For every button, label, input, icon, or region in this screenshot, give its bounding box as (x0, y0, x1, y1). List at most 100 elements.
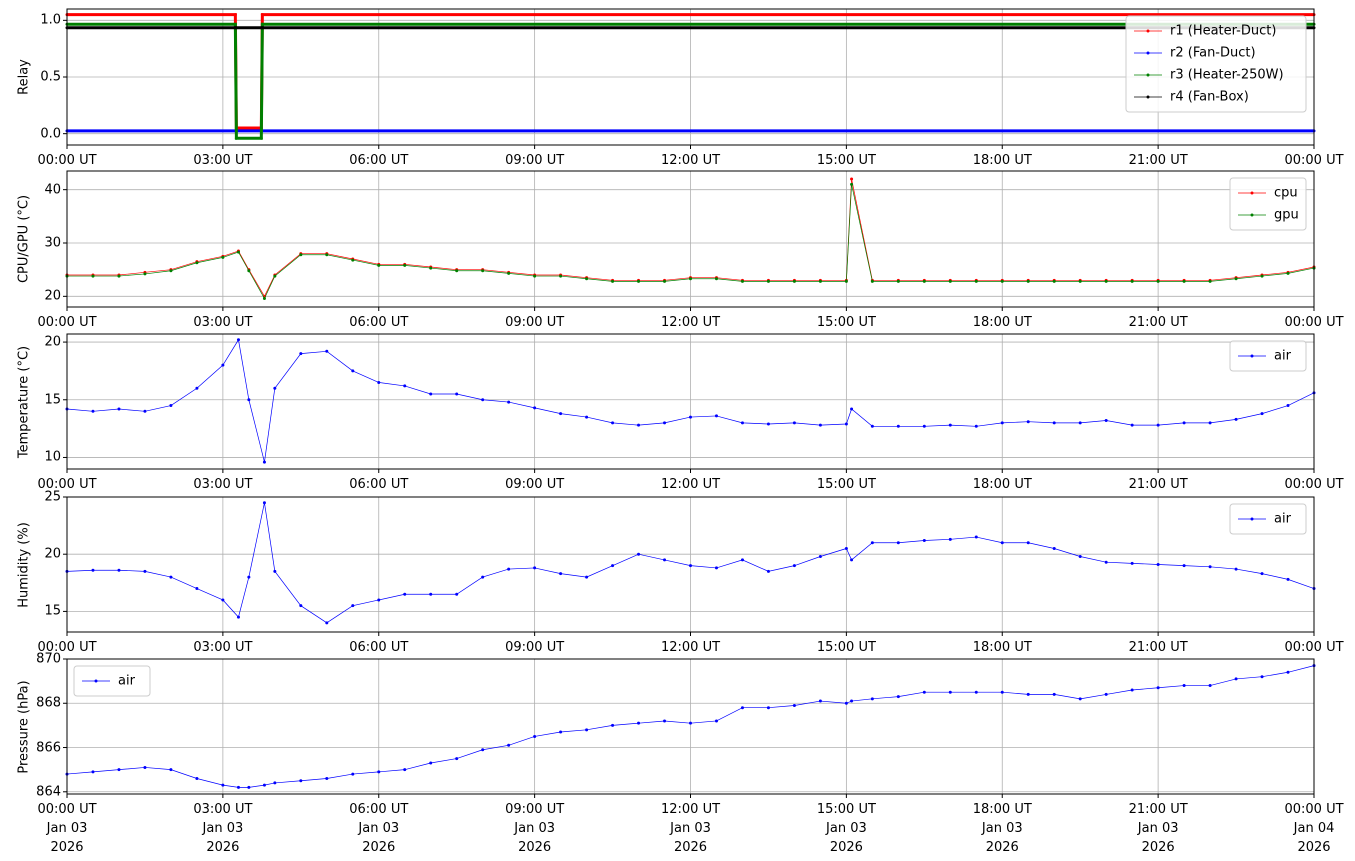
data-point (143, 765, 147, 769)
legend-box (1229, 177, 1307, 231)
data-point (507, 271, 511, 275)
legend-box (73, 665, 151, 697)
data-point (143, 569, 147, 573)
data-point (1234, 277, 1238, 281)
legend-box (1125, 15, 1307, 113)
x-tick-label: 03:00 UT (193, 153, 253, 168)
data-point (792, 703, 796, 707)
y-tick-label: 15 (44, 392, 61, 408)
data-point (1026, 541, 1030, 545)
data-point (377, 380, 381, 384)
data-point (236, 615, 240, 619)
data-point (585, 277, 589, 281)
data-point (922, 279, 926, 283)
y-tick-label: 864 (36, 784, 61, 800)
data-point (637, 279, 641, 283)
x-tick-label: 09:00 UT (505, 640, 565, 655)
series-line (66, 665, 1315, 788)
data-point (974, 535, 978, 539)
legend-box (1229, 340, 1307, 372)
data-point (1000, 279, 1004, 283)
data-point (429, 761, 433, 765)
data-point (507, 743, 511, 747)
data-point (455, 757, 459, 761)
x-tick-label: 15:00 UT (816, 640, 876, 655)
data-point (896, 424, 900, 428)
data-point (1234, 417, 1238, 421)
data-point (233, 22, 237, 26)
data-point (117, 568, 121, 572)
data-point (637, 721, 641, 725)
data-point (611, 723, 615, 727)
data-point (611, 279, 615, 283)
data-point (1260, 675, 1264, 679)
x-tick-label: 03:00 UT (193, 477, 253, 492)
data-point (714, 277, 718, 281)
x-tick-label: 18:00 UT (972, 640, 1032, 655)
data-point (234, 26, 238, 30)
x-tick-label: 00:00 UT (1284, 640, 1344, 655)
data-point (637, 423, 641, 427)
data-point (663, 421, 667, 425)
data-point (247, 785, 251, 789)
data-point (91, 274, 95, 278)
data-point (233, 13, 237, 17)
plot-frame (66, 658, 1315, 795)
data-point (481, 575, 485, 579)
x-tick-label: 18:00 UT (972, 477, 1032, 492)
legend-marker (1146, 73, 1150, 77)
plot-frame (66, 333, 1315, 470)
y-tick-label: 866 (36, 740, 61, 756)
data-point (896, 279, 900, 283)
data-point (262, 296, 266, 300)
x-tick-label: 09:00 UT Jan 03 2026 (505, 802, 565, 855)
data-point (1208, 684, 1212, 688)
legend-marker (1250, 191, 1254, 195)
data-point (818, 423, 822, 427)
data-point (1286, 577, 1290, 581)
data-point (1000, 690, 1004, 694)
data-point (740, 421, 744, 425)
y-axis-label: CPU/GPU (°C) (16, 194, 32, 284)
data-point (1260, 274, 1264, 278)
x-tick-label: 00:00 UT (37, 640, 97, 655)
series-line (67, 184, 1315, 300)
data-point (117, 768, 121, 772)
data-point (1026, 420, 1030, 424)
data-point (351, 604, 355, 608)
data-point (169, 768, 173, 772)
data-point (850, 407, 854, 411)
data-point (236, 785, 240, 789)
x-tick-label: 12:00 UT (660, 315, 721, 330)
x-tick-label: 03:00 UT (193, 640, 253, 655)
x-tick-label: 21:00 UT Jan 03 2026 (1128, 802, 1188, 855)
data-point (143, 409, 147, 413)
x-tick-label: 18:00 UT Jan 03 2026 (972, 802, 1032, 855)
data-point (143, 272, 147, 276)
data-point (1104, 419, 1108, 423)
data-point (377, 263, 381, 267)
data-point (299, 253, 303, 257)
data-point (1078, 279, 1082, 283)
y-tick-label: 25 (44, 489, 61, 505)
data-point (689, 277, 692, 281)
y-tick-label: 40 (44, 182, 61, 198)
data-point (611, 421, 615, 425)
x-tick-label: 15:00 UT (816, 315, 876, 330)
data-point (1130, 279, 1134, 283)
data-point (236, 338, 240, 342)
data-point (948, 279, 952, 283)
data-point (896, 695, 900, 699)
data-point (273, 781, 277, 785)
data-point (221, 363, 225, 367)
data-point (844, 546, 848, 550)
data-point (1234, 677, 1238, 681)
data-point (974, 279, 978, 283)
legend-marker (94, 679, 98, 683)
data-point (818, 554, 822, 558)
data-point (195, 261, 199, 265)
data-point (117, 407, 121, 411)
data-point (260, 22, 264, 26)
x-tick-label: 18:00 UT (972, 153, 1032, 168)
x-tick-label: 00:00 UT (37, 315, 97, 330)
